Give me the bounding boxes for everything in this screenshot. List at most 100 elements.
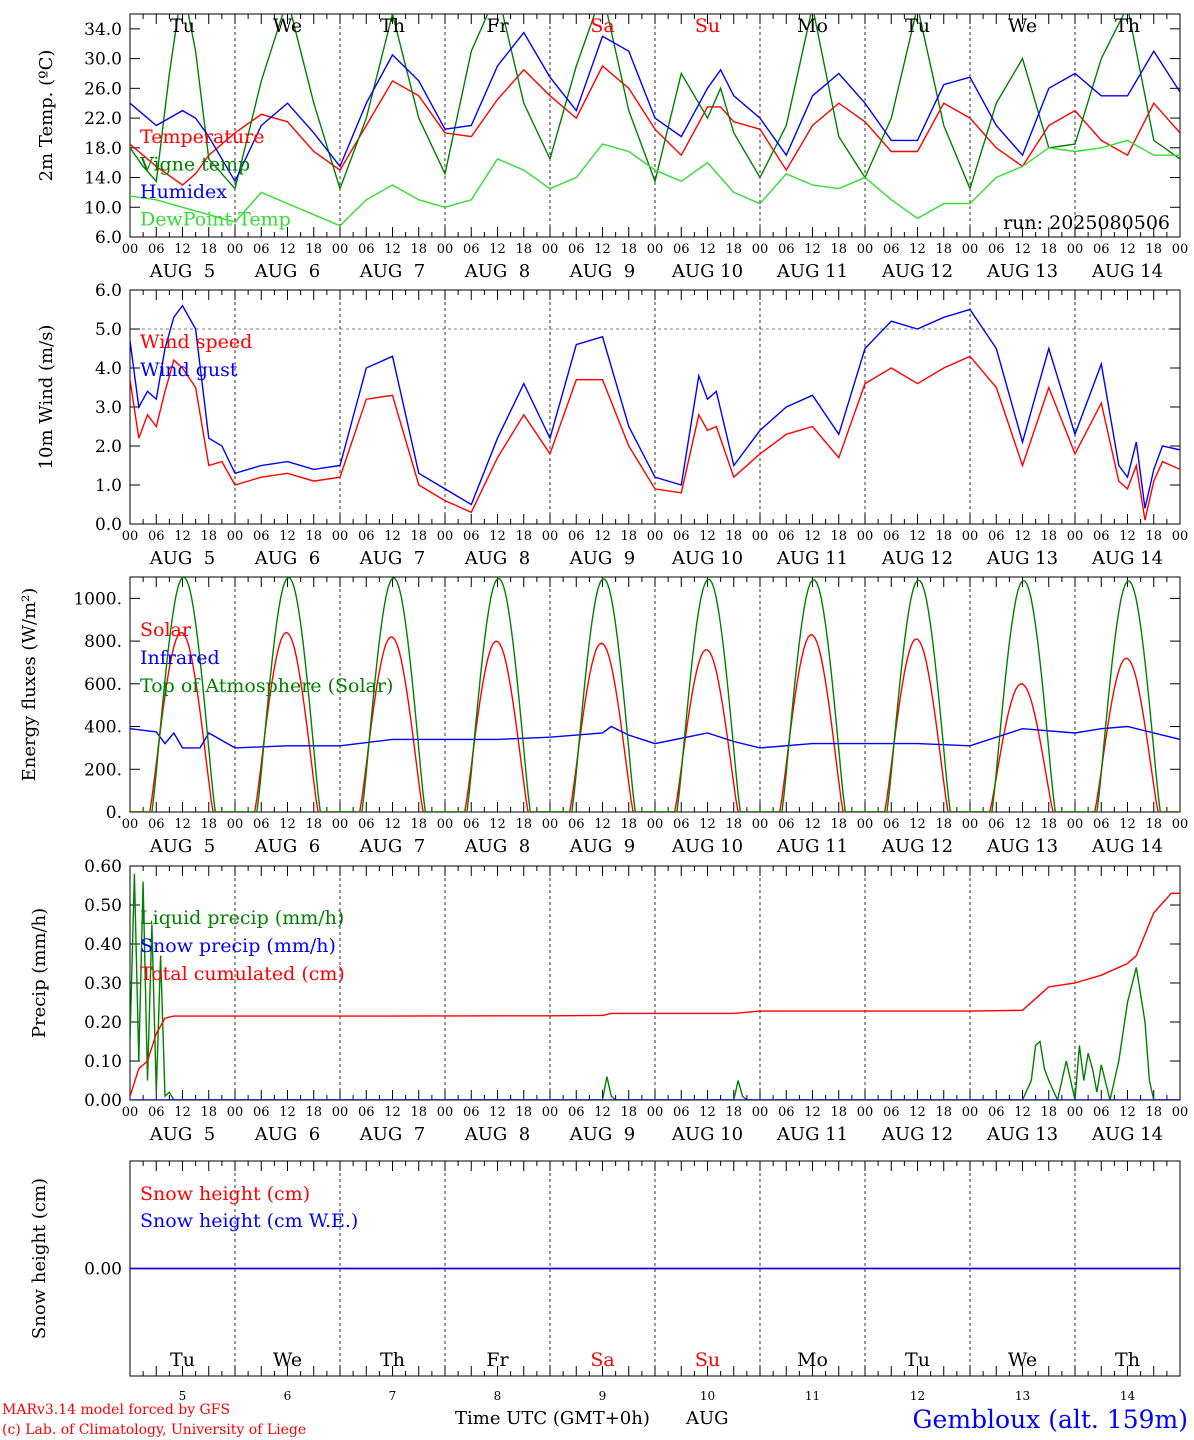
weekday-label: Mo [797,15,828,37]
y-tick-label: 6.0 [95,281,122,301]
hour-tick-label: 12 [1014,529,1031,544]
series-line-vigne-temp [130,14,1180,191]
hour-tick-label: 12 [174,817,191,832]
legend-entry: Solar [140,619,192,641]
series-line-total-cumulated-cm- [130,892,1180,1097]
hour-tick-label: 12 [174,529,191,544]
hour-tick-label: 18 [935,1105,952,1120]
date-label: AUG 12 [881,261,953,282]
hour-tick-label: 06 [568,817,585,832]
weekday-label: Fr [486,15,509,37]
hour-tick-label: 00 [1172,817,1189,832]
hour-tick-label: 18 [410,529,427,544]
hour-tick-label: 18 [200,817,217,832]
hour-tick-label: 12 [804,242,821,257]
legend-entry: Total cumulated (cm) [140,963,345,985]
y-tick-label: 2.0 [95,437,122,457]
hour-tick-label: 06 [988,242,1005,257]
date-label: AUG 14 [1091,548,1163,569]
weekday-label: Su [695,1349,720,1371]
x-axis-month: AUG [685,1408,729,1429]
hour-tick-label: 18 [200,1105,217,1120]
hour-tick-label: 06 [883,242,900,257]
date-label: AUG 11 [776,548,848,569]
date-label: AUG 11 [776,261,848,282]
date-label: AUG 10 [671,836,743,857]
hour-tick-label: 18 [1040,1105,1057,1120]
hour-tick-label: 00 [542,529,559,544]
legend-entry: Wind speed [140,331,252,353]
hour-tick-label: 12 [174,242,191,257]
y-tick-label: 0.00 [84,1260,122,1280]
hour-tick-label: 06 [568,242,585,257]
hour-tick-label: 00 [1172,529,1189,544]
day-number-label: 14 [1120,1389,1136,1403]
day-number-label: 11 [805,1389,820,1403]
hour-tick-label: 18 [515,529,532,544]
series-line-temperature [130,64,1180,186]
hour-tick-label: 18 [1040,817,1057,832]
hour-tick-label: 00 [857,242,874,257]
hour-tick-label: 06 [463,529,480,544]
date-label: AUG 13 [986,261,1058,282]
hour-tick-label: 18 [200,529,217,544]
date-label: AUG 5 [149,261,215,282]
hour-tick-label: 00 [1172,242,1189,257]
hour-tick-label: 00 [962,242,979,257]
hour-tick-label: 12 [909,817,926,832]
date-label: AUG 12 [881,836,953,857]
hour-tick-label: 06 [568,529,585,544]
date-label: AUG 13 [986,1124,1058,1145]
hour-tick-label: 12 [594,817,611,832]
hour-tick-label: 00 [542,817,559,832]
hour-tick-label: 00 [752,242,769,257]
hour-tick-label: 00 [1067,529,1084,544]
hour-tick-label: 06 [1093,529,1110,544]
weekday-label: Sa [590,1349,614,1371]
y-axis-label: 10m Wind (m/s) [36,325,57,470]
weekday-label: We [1008,15,1037,37]
hour-tick-label: 00 [647,817,664,832]
hour-tick-label: 00 [332,1105,349,1120]
panel-temperature: 00 06 12 18 AUG 5 00 06 12 18 AUG 6 00 06 12 18 AUG 7 0… [36,13,1189,282]
hour-tick-label: 18 [1145,817,1162,832]
y-tick-label: 0.40 [84,935,122,955]
date-label: AUG 14 [1091,261,1163,282]
series-line-infrared [130,725,1180,749]
hour-tick-label: 12 [384,529,401,544]
weekday-label: Fr [486,1349,509,1371]
hour-tick-label: 06 [253,242,270,257]
hour-tick-label: 00 [962,817,979,832]
legend-entry: Snow height (cm) [140,1183,310,1205]
hour-tick-label: 06 [673,242,690,257]
day-number-label: 7 [389,1389,397,1403]
hour-tick-label: 12 [489,817,506,832]
y-tick-label: 1000. [73,589,122,609]
hour-tick-label: 06 [358,817,375,832]
hour-tick-label: 06 [673,1105,690,1120]
date-label: AUG 10 [671,1124,743,1145]
weekday-label: Th [1115,15,1140,37]
y-tick-label: 14.0 [84,169,122,189]
hour-tick-label: 12 [384,1105,401,1120]
hour-tick-label: 00 [227,529,244,544]
hour-tick-label: 12 [804,529,821,544]
hour-tick-label: 06 [778,242,795,257]
hour-tick-label: 18 [515,242,532,257]
x-axis-title: Time UTC (GMT+0h) [455,1408,650,1429]
hour-tick-label: 00 [752,817,769,832]
hour-tick-label: 06 [883,817,900,832]
hour-tick-label: 06 [1093,817,1110,832]
date-label: AUG 9 [569,548,635,569]
hour-tick-label: 12 [1119,529,1136,544]
date-label: AUG 11 [776,1124,848,1145]
hour-tick-label: 06 [148,529,165,544]
hour-tick-label: 00 [542,242,559,257]
hour-tick-label: 12 [1119,1105,1136,1120]
hour-tick-label: 00 [542,1105,559,1120]
y-axis-label: Snow height (cm) [29,1178,50,1339]
panel-energy: 00 06 12 18 AUG 5 00 06 12 18 AUG 6 00 06 12 18 AUG 7 0… [19,576,1189,857]
hour-tick-label: 18 [830,1105,847,1120]
hour-tick-label: 12 [909,529,926,544]
